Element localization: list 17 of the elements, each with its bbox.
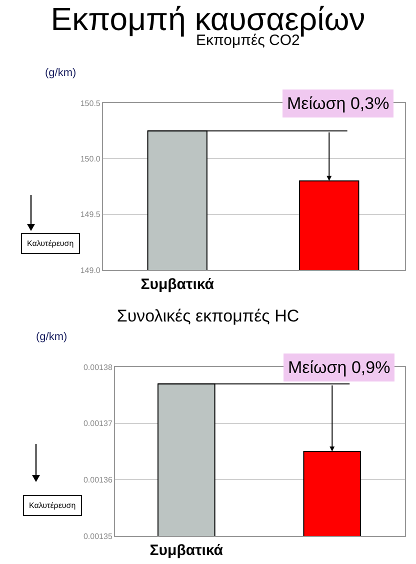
y-tick-label: 149.0 — [80, 266, 101, 275]
x-tick-label: Συμβατικά — [150, 542, 224, 559]
x-tick-label: Συμβατικά — [140, 276, 215, 293]
y-axis-title: (g/km) — [36, 331, 68, 343]
y-tick-label: 0.00136 — [83, 475, 113, 484]
y-axis-title: (g/km) — [45, 67, 76, 79]
annotation: Μείωση 0,9% — [288, 358, 390, 377]
y-tick-label: 150.0 — [80, 154, 101, 164]
y-tick-label: 0.00138 — [83, 362, 113, 372]
text: Καλυτέρευση — [29, 501, 76, 510]
chart-title: Συνολικές εκπομπές HC — [116, 306, 300, 326]
annotation: Μείωση 0,3% — [287, 94, 390, 113]
text: Καλυτέρευση — [27, 239, 74, 248]
y-tick-label: 0.00135 — [83, 532, 113, 541]
y-tick-label: 149.5 — [80, 210, 101, 220]
y-tick-label: 150.5 — [80, 98, 101, 108]
y-tick-label: 0.00137 — [83, 419, 113, 428]
